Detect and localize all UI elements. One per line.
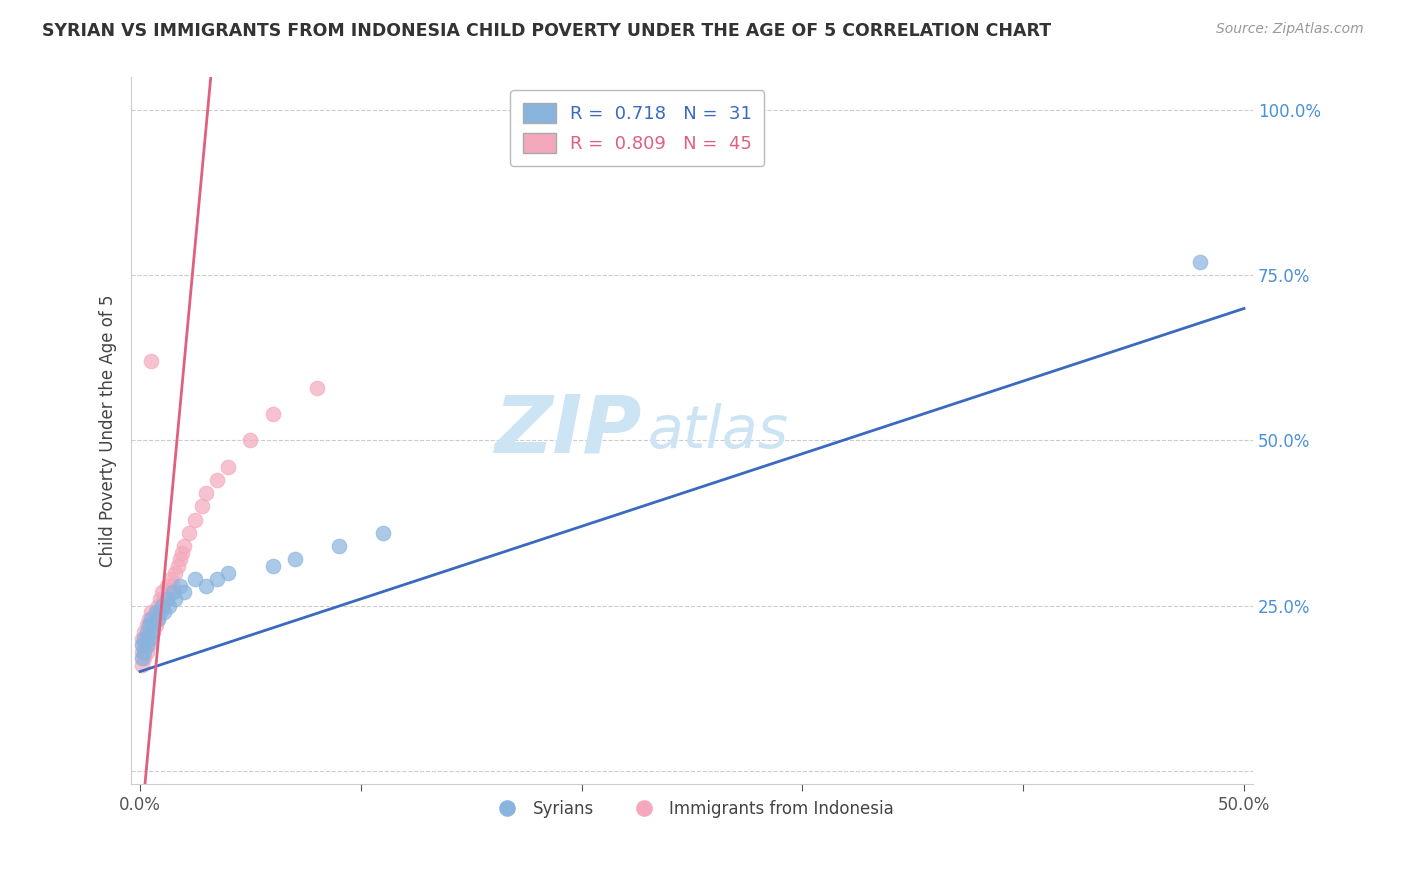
- Point: [138, 612, 160, 626]
- Point: [135, 624, 157, 639]
- Point: [305, 381, 328, 395]
- Point: [138, 638, 160, 652]
- Point: [139, 354, 162, 368]
- Point: [169, 552, 191, 566]
- Point: [207, 473, 229, 487]
- Point: [146, 612, 169, 626]
- Point: [145, 605, 167, 619]
- Point: [139, 618, 162, 632]
- Point: [170, 546, 193, 560]
- Point: [173, 539, 195, 553]
- Point: [173, 585, 195, 599]
- Point: [139, 605, 162, 619]
- Point: [191, 500, 214, 514]
- Point: [207, 572, 229, 586]
- Point: [134, 632, 156, 646]
- Point: [239, 434, 262, 448]
- Point: [134, 624, 156, 639]
- Point: [1188, 255, 1211, 269]
- Point: [149, 605, 172, 619]
- Text: ZIP: ZIP: [494, 392, 641, 469]
- Point: [169, 579, 191, 593]
- Point: [138, 618, 160, 632]
- Point: [131, 638, 153, 652]
- Point: [139, 632, 162, 646]
- Point: [134, 645, 156, 659]
- Point: [135, 645, 157, 659]
- Point: [162, 579, 184, 593]
- Point: [139, 624, 162, 639]
- Point: [328, 539, 350, 553]
- Point: [184, 572, 207, 586]
- Point: [134, 651, 156, 665]
- Point: [131, 632, 153, 646]
- Point: [184, 513, 207, 527]
- Point: [371, 525, 394, 540]
- Point: [135, 638, 157, 652]
- Point: [150, 599, 173, 613]
- Point: [166, 558, 188, 573]
- Point: [146, 599, 169, 613]
- Point: [135, 618, 157, 632]
- Point: [138, 624, 160, 639]
- Point: [217, 566, 239, 580]
- Point: [195, 579, 218, 593]
- Point: [262, 558, 284, 573]
- Point: [284, 552, 307, 566]
- Point: [145, 605, 167, 619]
- Point: [139, 612, 162, 626]
- Point: [157, 585, 180, 599]
- Point: [131, 651, 153, 665]
- Point: [153, 591, 176, 606]
- Point: [155, 591, 177, 606]
- Point: [146, 612, 169, 626]
- Point: [195, 486, 218, 500]
- Y-axis label: Child Poverty Under the Age of 5: Child Poverty Under the Age of 5: [100, 294, 117, 566]
- Point: [150, 585, 173, 599]
- Point: [131, 657, 153, 672]
- Point: [262, 407, 284, 421]
- Point: [157, 599, 180, 613]
- Point: [145, 618, 167, 632]
- Point: [160, 572, 183, 586]
- Legend: Syrians, Immigrants from Indonesia: Syrians, Immigrants from Indonesia: [484, 794, 900, 825]
- Point: [149, 605, 172, 619]
- Point: [138, 632, 160, 646]
- Point: [142, 624, 165, 639]
- Point: [217, 459, 239, 474]
- Point: [177, 525, 200, 540]
- Point: [134, 638, 156, 652]
- Point: [162, 585, 184, 599]
- Point: [142, 618, 165, 632]
- Text: Source: ZipAtlas.com: Source: ZipAtlas.com: [1216, 22, 1364, 37]
- Point: [165, 591, 187, 606]
- Point: [149, 591, 172, 606]
- Text: SYRIAN VS IMMIGRANTS FROM INDONESIA CHILD POVERTY UNDER THE AGE OF 5 CORRELATION: SYRIAN VS IMMIGRANTS FROM INDONESIA CHIL…: [42, 22, 1052, 40]
- Point: [153, 605, 176, 619]
- Point: [142, 612, 165, 626]
- Point: [155, 579, 177, 593]
- Point: [131, 645, 153, 659]
- Point: [135, 632, 157, 646]
- Text: atlas: atlas: [647, 403, 789, 460]
- Point: [165, 566, 187, 580]
- Point: [150, 599, 173, 613]
